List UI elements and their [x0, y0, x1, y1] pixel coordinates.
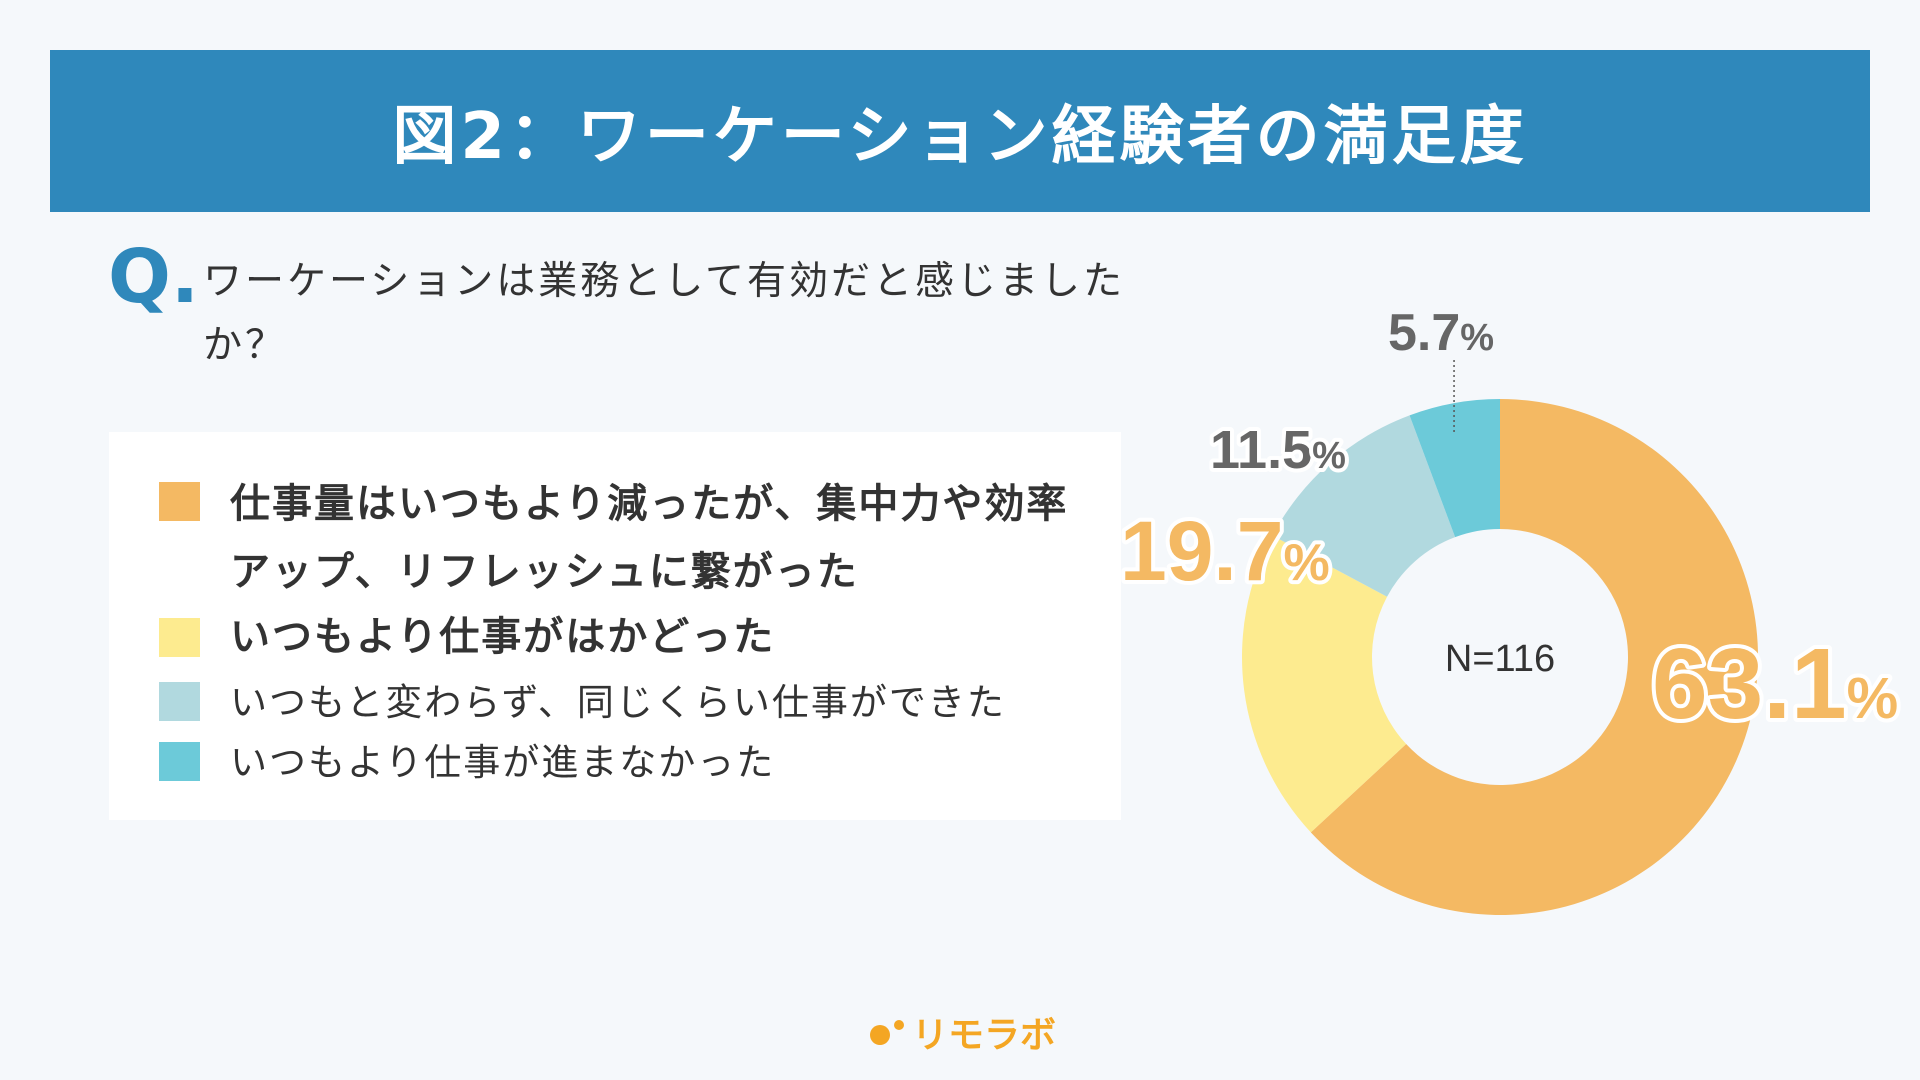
donut-slice-1: [1310, 399, 1758, 915]
donut-slice-3: [1272, 415, 1456, 597]
question-mark: Q.: [108, 234, 200, 320]
data-label-4: 5.7%: [1388, 304, 1494, 362]
donut-slice-4: [1409, 399, 1500, 538]
legend: 仕事量はいつもより減ったが、集中力や効率アップ、リフレッシュに繋がった いつもよ…: [109, 432, 1121, 820]
legend-label-1: 仕事量はいつもより減ったが、集中力や効率アップ、リフレッシュに繋がった: [230, 481, 1069, 595]
legend-item-3: いつもと変わらず、同じくらい仕事ができた: [159, 670, 1006, 736]
legend-item-1: 仕事量はいつもより減ったが、集中力や効率アップ、リフレッシュに繋がった: [159, 470, 1090, 606]
legend-swatch-4: [159, 742, 200, 781]
data-label-1: 63.1%: [1652, 628, 1898, 740]
legend-swatch-2: [159, 618, 200, 657]
logo-text: リモラボ: [912, 1015, 1057, 1056]
legend-label-3: いつもと変わらず、同じくらい仕事ができた: [230, 681, 1006, 724]
data-label-2: 19.7%: [1120, 504, 1330, 598]
footer-logo: リモラボ: [870, 1006, 1056, 1058]
donut-slice-2: [1242, 535, 1407, 833]
question-text: ワーケーションは業務として有効だと感じましたか？: [203, 259, 1126, 368]
chart-title: 図2：ワーケーション経験者の満足度: [392, 100, 1528, 174]
legend-swatch-1: [159, 482, 200, 521]
data-label-3: 11.5%: [1210, 420, 1346, 480]
center-label: N=116: [1445, 638, 1555, 680]
title-banner: 図2：ワーケーション経験者の満足度: [50, 50, 1870, 212]
legend-label-4: いつもより仕事が進まなかった: [230, 741, 776, 784]
logo-dot-icon: [870, 1025, 890, 1045]
legend-label-2: いつもより仕事がはかどった: [230, 614, 776, 660]
logo-dot-small-icon: [894, 1020, 904, 1030]
legend-item-4: いつもより仕事が進まなかった: [159, 730, 775, 796]
legend-item-2: いつもより仕事がはかどった: [159, 604, 775, 670]
legend-swatch-3: [159, 682, 200, 721]
donut-chart: 63.1% 19.7% 11.5% 5.7% N=116: [1116, 304, 1902, 915]
